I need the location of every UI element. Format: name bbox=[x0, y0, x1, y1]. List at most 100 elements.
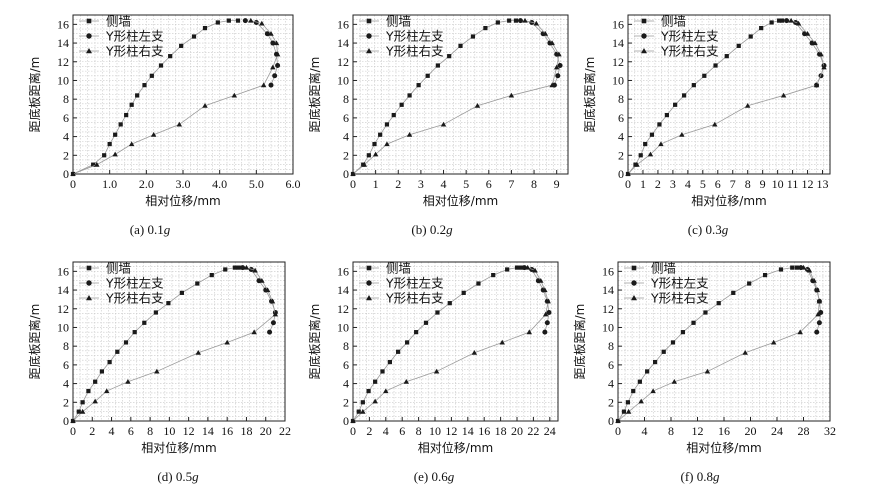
y-tick-label: 10 bbox=[612, 73, 624, 87]
data-point bbox=[638, 153, 643, 158]
data-point bbox=[270, 320, 276, 326]
x-tick-label: 1.0 bbox=[102, 177, 117, 191]
legend-label: Y形柱右支 bbox=[385, 291, 444, 306]
data-point bbox=[814, 329, 820, 335]
data-point bbox=[361, 161, 368, 167]
data-point bbox=[631, 388, 636, 394]
series-3 bbox=[350, 264, 551, 424]
caption-prefix: (b) 0.2 bbox=[411, 222, 447, 237]
y-axis-label: 距底板距离/m bbox=[27, 57, 42, 133]
x-tick-label: 4 bbox=[441, 177, 447, 191]
y-tick-label: 10 bbox=[57, 320, 69, 334]
data-point bbox=[372, 141, 377, 147]
x-tick-label: 20 bbox=[511, 424, 523, 438]
grid bbox=[618, 262, 830, 421]
x-axis-label: 相对位移/mm bbox=[423, 193, 498, 208]
y-tick-label: 12 bbox=[337, 302, 349, 316]
data-point bbox=[124, 112, 129, 118]
data-point bbox=[154, 368, 160, 374]
data-point bbox=[153, 310, 158, 315]
x-tick-label: 2 bbox=[89, 424, 95, 438]
series-1 bbox=[70, 265, 241, 424]
data-point bbox=[778, 267, 784, 272]
data-point bbox=[557, 63, 563, 69]
data-point bbox=[653, 359, 658, 365]
x-axis-label: 相对位移/mm bbox=[686, 440, 761, 455]
data-point bbox=[804, 30, 811, 36]
data-point bbox=[713, 63, 718, 68]
data-point bbox=[649, 132, 655, 137]
data-point bbox=[657, 122, 662, 127]
y-tick-label: 14 bbox=[337, 36, 349, 50]
data-point bbox=[474, 102, 481, 108]
data-point bbox=[780, 18, 785, 23]
x-tick-label: 3 bbox=[418, 177, 424, 191]
panel-caption: (d) 0.5g bbox=[33, 469, 323, 485]
caption-prefix: (a) 0.1 bbox=[129, 222, 164, 237]
y-tick-label: 2 bbox=[63, 148, 69, 162]
data-point bbox=[691, 83, 696, 88]
data-point bbox=[372, 151, 379, 157]
legend-triangle-marker bbox=[366, 48, 372, 54]
x-axis-label: 相对位移/mm bbox=[141, 440, 216, 455]
data-point bbox=[777, 18, 782, 23]
legend-square-marker bbox=[366, 265, 372, 271]
data-point bbox=[403, 378, 410, 384]
data-point bbox=[542, 287, 548, 293]
data-point bbox=[507, 18, 512, 23]
x-tick-label: 4 bbox=[109, 424, 115, 438]
y-tick-label: 2 bbox=[343, 148, 349, 162]
caption-prefix: (c) 0.3 bbox=[687, 222, 722, 237]
data-point bbox=[661, 349, 666, 354]
y-tick-label: 16 bbox=[602, 264, 614, 278]
y-tick-label: 6 bbox=[618, 111, 624, 125]
data-point bbox=[524, 264, 531, 270]
data-point bbox=[747, 281, 752, 286]
x-tick-label: 7 bbox=[508, 177, 514, 191]
data-point bbox=[647, 151, 654, 157]
panel-caption: (b) 0.2g bbox=[287, 222, 577, 238]
data-point bbox=[179, 43, 184, 48]
data-point bbox=[128, 141, 135, 147]
series-2 bbox=[242, 18, 281, 88]
x-tick-label: 16 bbox=[478, 424, 490, 438]
y-tick-label: 4 bbox=[343, 130, 349, 144]
data-point bbox=[253, 19, 259, 25]
x-tick-label: 4 bbox=[642, 424, 648, 438]
y-tick-label: 4 bbox=[343, 377, 349, 391]
data-point bbox=[637, 379, 642, 384]
series-1 bbox=[615, 265, 799, 424]
data-point bbox=[158, 63, 164, 68]
data-point bbox=[538, 277, 544, 283]
data-point bbox=[505, 267, 510, 272]
grid bbox=[73, 15, 293, 174]
y-tick-label: 2 bbox=[608, 395, 614, 409]
y-tick-label: 12 bbox=[57, 302, 69, 316]
data-point bbox=[168, 54, 173, 59]
x-tick-label: 6 bbox=[399, 424, 405, 438]
data-point bbox=[770, 339, 777, 345]
data-point bbox=[549, 40, 555, 46]
y-tick-label: 0 bbox=[618, 167, 624, 181]
data-point bbox=[91, 162, 96, 167]
data-point bbox=[275, 63, 281, 69]
data-point bbox=[407, 93, 412, 98]
data-point bbox=[664, 112, 670, 118]
x-tick-label: 16 bbox=[221, 424, 233, 438]
chart-panel-5: 0 2 4 6 8 10 12 14 16 18 20 22 240246810121416相对位移/m… bbox=[307, 261, 559, 455]
y-tick-label: 10 bbox=[602, 320, 614, 334]
x-tick-label: 4 bbox=[383, 424, 389, 438]
legend-triangle-marker bbox=[86, 48, 92, 54]
legend-label: 侧墙 bbox=[106, 261, 131, 276]
data-point bbox=[195, 349, 202, 355]
data-point bbox=[476, 281, 481, 286]
x-tick-label: 6 bbox=[486, 177, 492, 191]
data-point bbox=[621, 409, 627, 414]
x-tick-label: 3.0 bbox=[176, 177, 191, 191]
data-point bbox=[391, 112, 396, 118]
data-point bbox=[816, 320, 822, 326]
data-point bbox=[372, 398, 378, 404]
data-point bbox=[264, 287, 271, 293]
x-tick-label: 4.0 bbox=[212, 177, 227, 191]
data-point bbox=[544, 320, 550, 326]
